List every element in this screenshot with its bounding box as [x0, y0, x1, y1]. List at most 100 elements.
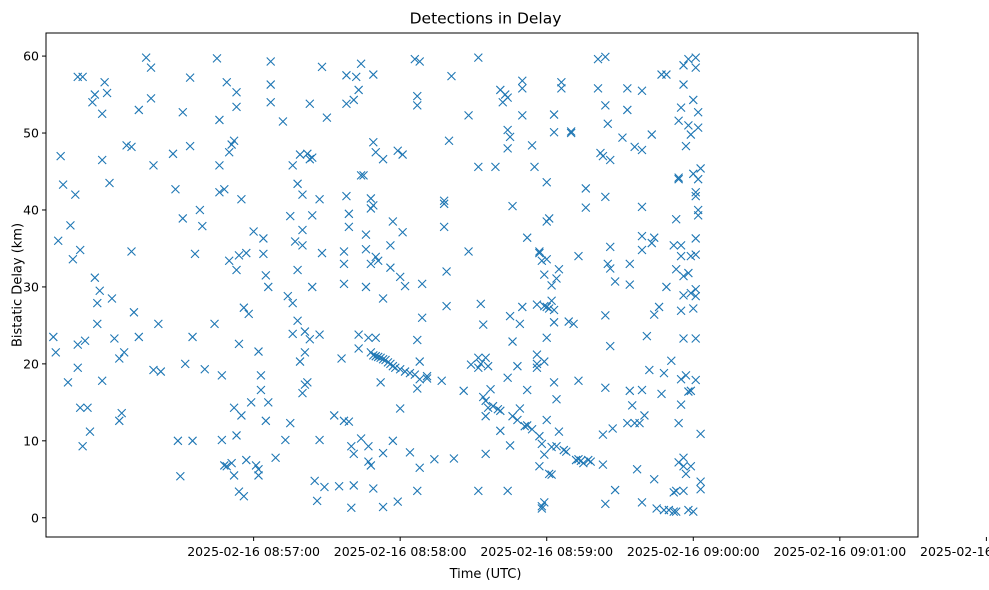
data-point	[312, 496, 322, 506]
data-point	[383, 357, 393, 367]
data-point	[493, 404, 503, 414]
data-point	[495, 406, 505, 416]
data-point	[674, 174, 684, 184]
data-point	[583, 455, 593, 465]
data-point	[476, 299, 486, 309]
data-point	[305, 154, 315, 164]
data-point	[600, 311, 610, 320]
data-point	[686, 251, 696, 261]
data-point	[78, 72, 88, 82]
data-point	[224, 147, 234, 157]
data-point	[195, 205, 205, 215]
data-point	[366, 194, 376, 203]
data-point	[237, 194, 246, 204]
data-point	[114, 354, 124, 363]
data-point	[637, 385, 647, 395]
data-point	[371, 252, 381, 262]
data-point	[398, 227, 408, 237]
data-point	[388, 217, 398, 226]
data-point	[366, 461, 376, 470]
y-tick-label: 30	[23, 279, 39, 294]
data-point	[693, 107, 703, 117]
data-point	[688, 304, 698, 313]
data-point	[261, 270, 271, 280]
data-point	[473, 353, 483, 363]
data-point	[315, 435, 324, 445]
data-point	[513, 415, 522, 425]
data-point	[696, 477, 705, 486]
data-point	[412, 335, 422, 345]
data-point	[508, 201, 517, 211]
data-point	[127, 247, 136, 256]
data-point	[298, 388, 307, 398]
data-point	[400, 367, 410, 376]
data-point	[535, 248, 544, 258]
data-point	[117, 408, 127, 418]
data-point	[412, 91, 422, 101]
data-point	[605, 242, 615, 252]
data-point	[349, 481, 359, 490]
data-point	[464, 110, 473, 120]
data-point	[371, 147, 381, 157]
data-point	[298, 190, 307, 199]
data-point	[488, 401, 498, 411]
data-point	[259, 234, 268, 243]
data-point	[539, 497, 549, 507]
data-point	[254, 464, 263, 474]
data-point	[222, 77, 232, 87]
data-point	[605, 264, 615, 273]
data-point	[366, 259, 376, 269]
data-point	[686, 386, 696, 396]
data-point	[95, 286, 105, 296]
data-point	[415, 463, 425, 473]
data-point	[554, 427, 564, 436]
data-point	[478, 320, 488, 330]
data-point	[48, 332, 58, 342]
data-point	[51, 347, 61, 357]
data-point	[517, 76, 527, 86]
data-point	[417, 313, 427, 323]
data-point	[600, 100, 610, 110]
data-point	[229, 136, 239, 146]
data-point	[539, 357, 549, 366]
data-point	[263, 282, 273, 292]
data-point	[356, 434, 366, 443]
data-point	[354, 344, 364, 353]
data-point	[625, 259, 635, 269]
data-point	[364, 457, 373, 466]
data-point	[630, 142, 640, 152]
data-point	[503, 125, 513, 135]
data-point	[173, 436, 183, 446]
data-point	[691, 234, 701, 243]
data-point	[547, 470, 557, 480]
data-point	[552, 274, 561, 283]
data-point	[674, 418, 684, 428]
data-point	[679, 271, 688, 281]
data-point	[388, 436, 398, 446]
x-tick-label: 2025-02-16 09:00:00	[627, 544, 760, 559]
data-point	[229, 471, 239, 480]
data-point	[542, 177, 552, 187]
x-tick-label: 2025-02-16 09:01:00	[773, 544, 906, 559]
plot-frame	[45, 32, 919, 538]
data-point	[185, 73, 195, 83]
data-point	[559, 445, 569, 455]
data-point	[307, 210, 317, 220]
data-point	[686, 130, 696, 139]
data-point	[305, 99, 315, 109]
data-point	[415, 57, 425, 66]
data-point	[290, 237, 300, 246]
data-point	[229, 403, 239, 413]
data-point	[473, 363, 483, 373]
data-point	[505, 441, 515, 450]
data-point	[539, 270, 549, 280]
data-point	[566, 127, 576, 136]
data-point	[344, 417, 354, 426]
data-point	[310, 476, 320, 486]
data-point	[664, 505, 674, 515]
data-point	[676, 374, 686, 384]
data-point	[679, 453, 688, 463]
data-point	[429, 454, 439, 464]
data-point	[549, 305, 559, 315]
data-point	[481, 411, 491, 421]
